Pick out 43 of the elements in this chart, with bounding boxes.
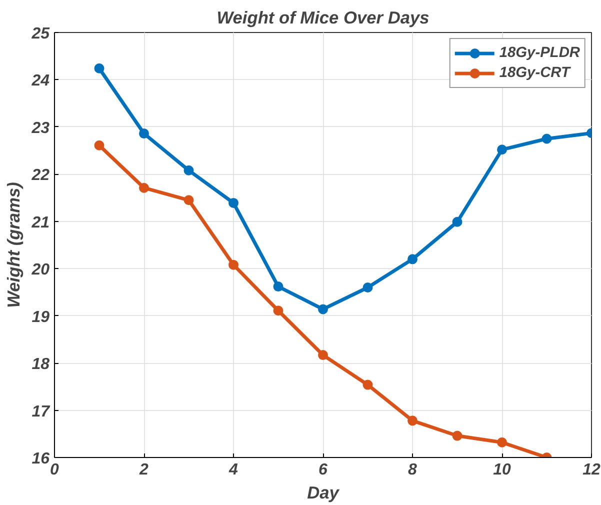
x-tick-label: 6 — [318, 462, 328, 478]
legend-label: 18Gy-CRT — [499, 65, 570, 81]
point — [228, 198, 238, 208]
x-axis-title: Day — [307, 482, 340, 502]
point — [273, 282, 284, 292]
point — [362, 380, 373, 390]
point — [408, 416, 418, 426]
point — [318, 350, 328, 360]
point — [273, 306, 284, 316]
point — [318, 304, 328, 314]
y-tick-label: 20 — [30, 262, 50, 279]
y-tick-label: 24 — [30, 72, 50, 90]
y-tick-label: 18 — [32, 356, 50, 374]
x-tick-label: 4 — [228, 462, 238, 478]
point — [228, 260, 238, 270]
point — [184, 195, 194, 206]
point — [542, 134, 552, 144]
point — [362, 282, 373, 292]
y-tick-label: 21 — [30, 214, 50, 232]
chart-title: Weight of Mice Over Days — [216, 8, 430, 28]
point — [452, 216, 462, 227]
point — [139, 182, 149, 193]
legend-label: 18Gy-PLDR — [499, 45, 580, 61]
y-axis-title: Weight (grams) — [4, 182, 24, 308]
point — [94, 63, 104, 74]
x-tick-label: 8 — [408, 462, 418, 478]
point — [452, 430, 462, 441]
point — [139, 128, 149, 139]
point — [184, 165, 194, 176]
y-tick-label: 19 — [32, 308, 50, 326]
y-tick-label: 22 — [30, 167, 50, 184]
x-tick-label: 2 — [138, 462, 149, 478]
point — [408, 254, 418, 264]
y-tick-label: 16 — [32, 450, 50, 468]
x-tick-label: 0 — [50, 462, 60, 478]
point — [94, 140, 104, 150]
point — [497, 144, 507, 155]
point — [497, 437, 507, 448]
y-tick-label: 17 — [32, 403, 51, 420]
y-tick-label: 23 — [30, 120, 50, 137]
x-tick-label: 10 — [493, 462, 511, 478]
y-tick-label: 25 — [30, 26, 51, 42]
x-tick-label: 12 — [582, 462, 600, 478]
